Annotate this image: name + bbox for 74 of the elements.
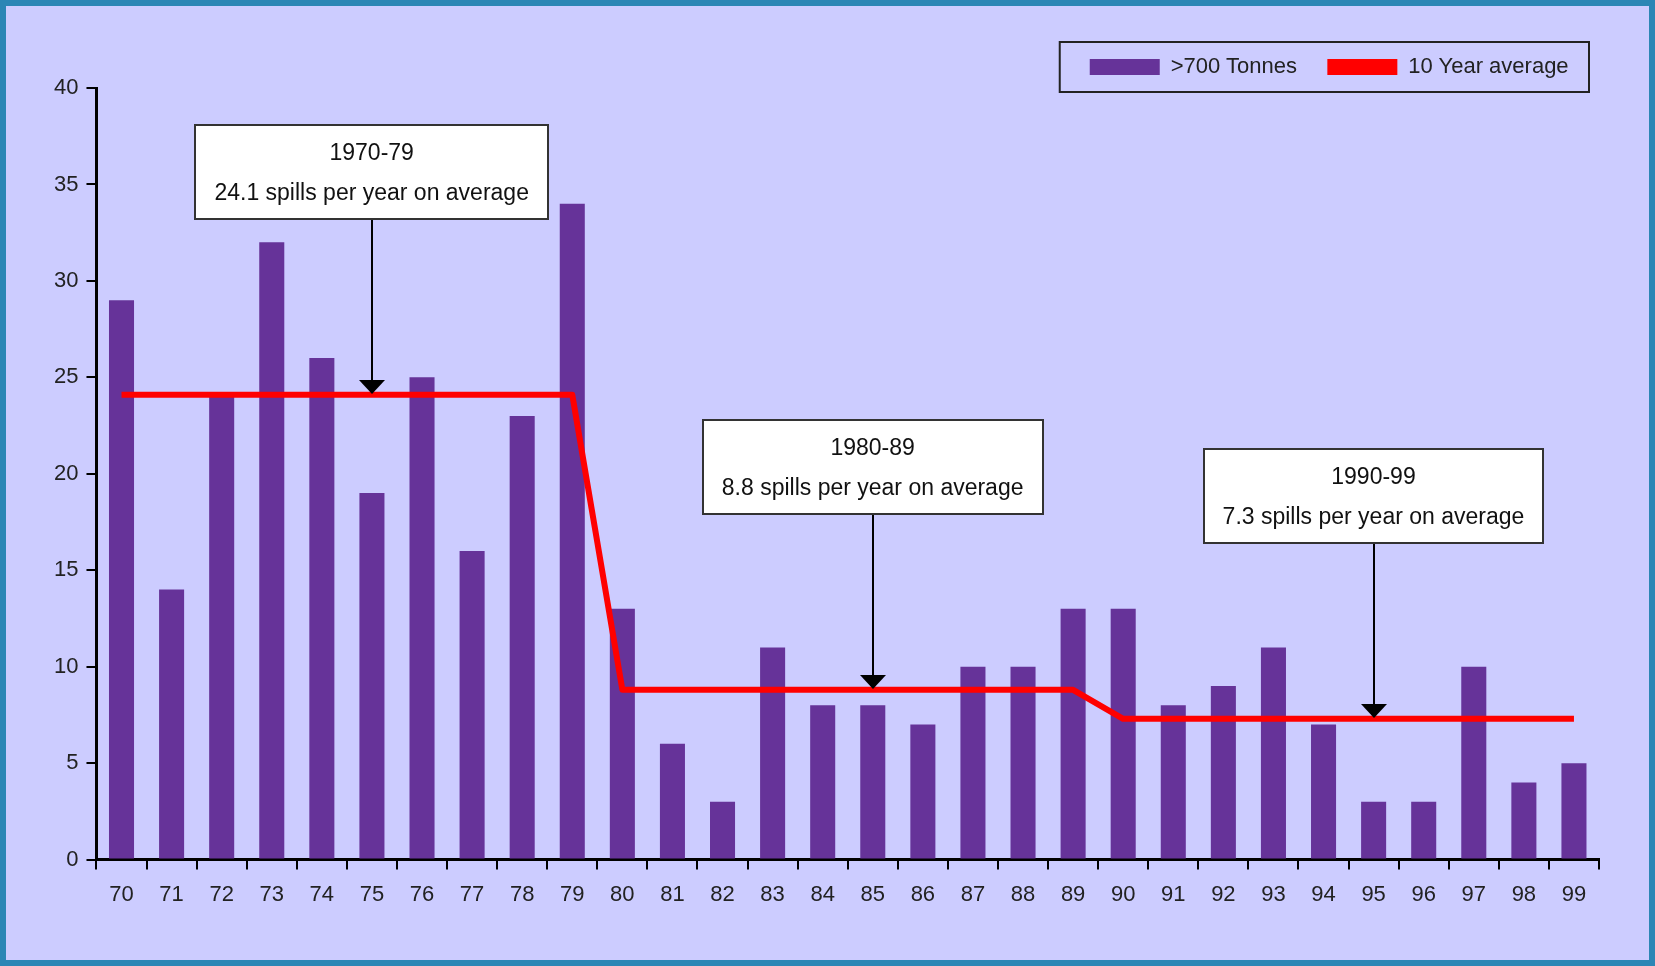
bar [559,203,585,859]
x-tick-label: 79 [560,880,585,906]
x-tick-label: 72 [209,880,234,906]
bar [509,415,535,859]
bar [359,493,385,859]
y-tick-label: 20 [53,459,79,485]
bar [960,666,986,859]
x-tick-label: 97 [1461,880,1487,906]
x-tick-label: 95 [1361,880,1386,906]
x-tick-label: 71 [159,880,184,906]
bar [1060,608,1086,859]
bar [1511,782,1537,859]
x-tick-label: 82 [710,880,735,906]
bar [1160,705,1186,859]
x-tick-label: 99 [1561,880,1587,906]
legend-label: >700 Tonnes [1170,53,1297,79]
bar [710,801,736,859]
bar [1210,685,1236,859]
bar [108,300,135,859]
x-tick-label: 89 [1060,880,1086,906]
x-tick-label: 70 [109,880,134,906]
x-tick-label: 74 [309,880,335,906]
bar [1411,801,1437,859]
bar [309,358,335,859]
x-tick-label: 87 [960,880,986,906]
annotation: 1990-99 7.3 spills per year on average [1202,447,1545,544]
bar [259,242,285,859]
x-tick-label: 83 [760,880,785,906]
y-tick-label: 25 [53,363,79,389]
bar [159,589,185,859]
bar [1311,724,1337,859]
bar [1361,801,1387,859]
y-tick-label: 15 [53,556,79,582]
annotation: 1980-89 8.8 spills per year on average [701,418,1044,515]
x-tick-label: 78 [509,880,535,906]
bar [760,647,786,859]
bar [409,377,435,859]
y-tick-label: 0 [66,845,79,871]
x-tick-label: 93 [1261,880,1286,906]
x-tick-label: 91 [1161,880,1186,906]
y-tick-label: 35 [53,170,79,196]
bar [810,705,836,859]
x-tick-label: 75 [359,880,385,906]
y-tick-label: 40 [53,74,79,100]
x-tick-label: 94 [1311,880,1336,906]
bar [1461,666,1487,859]
x-tick-label: 90 [1110,880,1136,906]
x-tick-label: 96 [1411,880,1436,906]
y-tick-label: 30 [53,266,79,292]
bar [609,608,635,859]
x-tick-label: 73 [259,880,285,906]
x-tick-label: 88 [1010,880,1036,906]
legend-label: 10 Year average [1408,53,1569,79]
x-tick-label: 92 [1211,880,1236,906]
x-tick-label: 98 [1511,880,1537,906]
bar [1260,647,1286,859]
y-tick-label: 10 [53,652,79,678]
bar [209,396,235,859]
x-tick-label: 76 [409,880,435,906]
bar [1110,608,1136,859]
y-tick-label: 5 [66,749,79,775]
bar [1010,666,1036,859]
annotation: 1970-79 24.1 spills per year on average [194,123,549,220]
bar [860,705,886,859]
bar [659,743,685,859]
bar [459,550,485,859]
x-tick-label: 84 [810,880,835,906]
bar [1561,763,1587,859]
x-tick-label: 81 [660,880,685,906]
x-tick-label: 77 [459,880,485,906]
bar [910,724,936,859]
x-tick-label: 86 [910,880,936,906]
x-tick-label: 85 [860,880,886,906]
x-tick-label: 80 [610,880,635,906]
